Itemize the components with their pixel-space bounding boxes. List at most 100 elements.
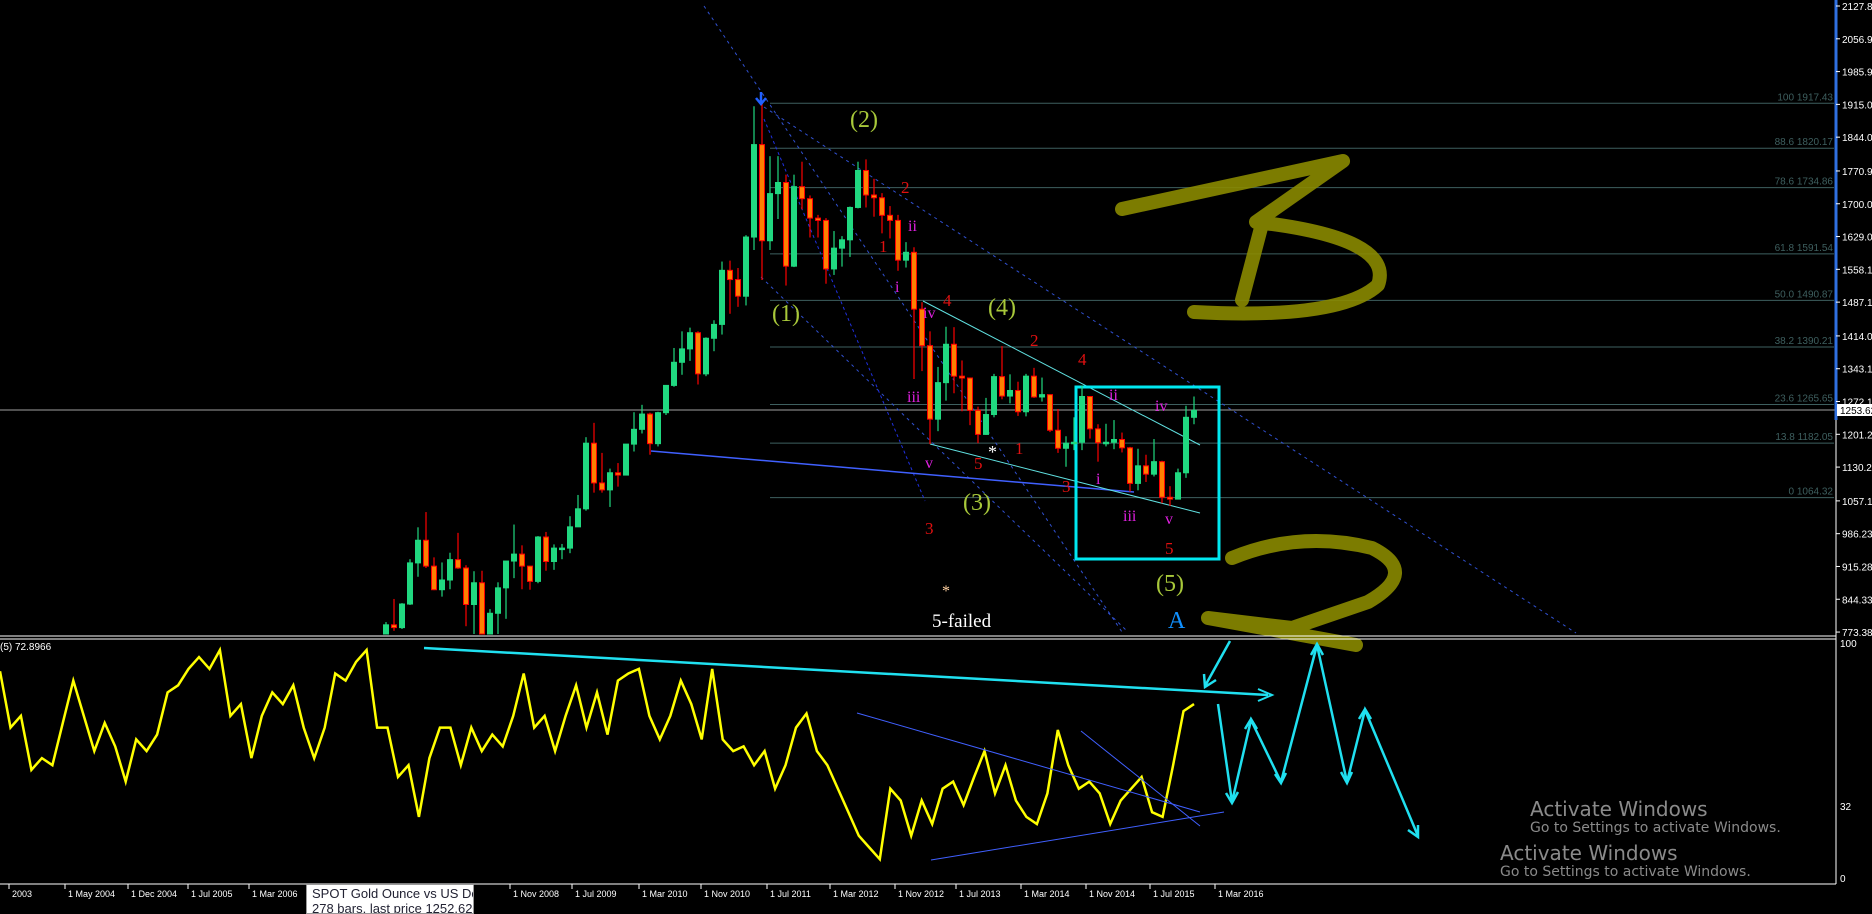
candle-body bbox=[1159, 461, 1165, 498]
candle bbox=[1183, 405, 1189, 478]
fib-label-13.8: 13.8 1182.05 bbox=[1775, 432, 1833, 443]
candle bbox=[951, 327, 957, 394]
fib-label-0: 0 1064.32 bbox=[1789, 487, 1834, 498]
candle bbox=[399, 603, 405, 629]
failed-label: 5-failed bbox=[932, 611, 992, 632]
candle-body bbox=[967, 377, 973, 411]
candle bbox=[743, 235, 749, 306]
candle-body bbox=[847, 206, 853, 241]
candle-body bbox=[975, 409, 981, 435]
time-tick-label: 1 Jul 2005 bbox=[191, 889, 233, 899]
candle bbox=[511, 524, 517, 579]
watermark-subtitle: Go to Settings to activate Windows. bbox=[1530, 820, 1781, 836]
candle bbox=[895, 214, 901, 271]
candle-body bbox=[471, 582, 477, 605]
wave-label-red-3b: 3 bbox=[1062, 477, 1071, 496]
candle bbox=[559, 543, 565, 560]
activation-watermark: Activate Windows Go to Settings to activ… bbox=[1530, 798, 1781, 836]
candle-body bbox=[487, 612, 493, 635]
wave-label-primary-4: (4) bbox=[988, 295, 1016, 321]
time-tick-label: 1 Jul 2011 bbox=[770, 889, 811, 899]
candle-body bbox=[1191, 409, 1197, 418]
candle bbox=[983, 397, 989, 435]
last-price-box bbox=[1837, 404, 1872, 416]
candle bbox=[439, 562, 445, 597]
candle bbox=[831, 231, 837, 275]
price-tick-label: 1487.18 bbox=[1842, 298, 1872, 309]
candle bbox=[407, 559, 413, 605]
wave-label-minor-i: i bbox=[895, 279, 900, 296]
candle bbox=[1023, 373, 1029, 417]
candle bbox=[1119, 432, 1125, 453]
candle bbox=[1095, 424, 1101, 462]
wave-label-red-4b: 4 bbox=[1078, 350, 1087, 369]
candle bbox=[919, 302, 925, 372]
candle-body bbox=[607, 472, 613, 491]
candle-body bbox=[799, 186, 805, 200]
wave-label-primary-5: (5) bbox=[1156, 571, 1184, 597]
candle-body bbox=[831, 247, 837, 270]
candle-body bbox=[943, 343, 949, 384]
candle-body bbox=[639, 413, 645, 430]
fib-label-100: 100 1917.43 bbox=[1777, 92, 1833, 103]
candle bbox=[647, 412, 653, 455]
candle-body bbox=[1055, 429, 1061, 449]
candle-body bbox=[871, 194, 877, 199]
projection-arrow bbox=[1202, 640, 1232, 690]
time-tick-label: 1 Mar 2010 bbox=[642, 889, 688, 899]
wave-label-minor-v: v bbox=[925, 455, 933, 472]
candle bbox=[503, 560, 509, 619]
candle bbox=[1143, 454, 1149, 483]
candle-body bbox=[1167, 496, 1173, 500]
candle bbox=[575, 494, 581, 528]
projected-zigzag bbox=[1216, 644, 1420, 837]
time-axis[interactable]: 2003 1 May 2004 1 Dec 2004 1 Jul 2005 1 Mar … bbox=[8, 884, 1264, 899]
candle-body bbox=[863, 169, 869, 196]
candle bbox=[1063, 436, 1069, 467]
candle-body bbox=[511, 553, 517, 562]
candle bbox=[543, 531, 549, 571]
candle bbox=[1015, 381, 1021, 416]
candle bbox=[975, 406, 981, 444]
wave-label-a: A bbox=[1168, 608, 1186, 634]
candle bbox=[391, 598, 397, 631]
candle bbox=[935, 366, 941, 432]
candle bbox=[871, 178, 877, 217]
wave-label-primary-1: (1) bbox=[772, 301, 800, 327]
candle-body bbox=[399, 603, 405, 629]
candle-body bbox=[759, 144, 765, 242]
time-tick-label: 1 Mar 2012 bbox=[833, 889, 879, 899]
wave-label-red-2: 2 bbox=[901, 178, 910, 197]
peak-arrow-icon bbox=[755, 92, 767, 106]
time-tick-label: 1 May 2004 bbox=[68, 889, 115, 899]
candle-body bbox=[647, 413, 653, 445]
price-axis[interactable]: 2127.88 2056.93 1985.98 1915.03 1844.08 1770.… bbox=[1836, 2, 1872, 639]
candle-body bbox=[1023, 375, 1029, 413]
candle bbox=[783, 174, 789, 286]
candle bbox=[655, 411, 661, 447]
time-tick-label: 2003 bbox=[12, 889, 32, 899]
candle-body bbox=[815, 217, 821, 221]
candle bbox=[887, 206, 893, 239]
candle bbox=[1031, 367, 1037, 398]
indicator-trendlines bbox=[423, 640, 1420, 861]
tooltip-detail: 278 bars, last price 1252.62000 bbox=[312, 901, 473, 914]
candle-body bbox=[1103, 441, 1109, 445]
price-tick-label: 844.33 bbox=[1842, 595, 1872, 606]
candle bbox=[455, 532, 461, 569]
candle bbox=[991, 373, 997, 418]
candle-body bbox=[463, 567, 469, 605]
candle bbox=[567, 516, 573, 554]
candle-body bbox=[503, 560, 509, 589]
candle-body bbox=[991, 376, 997, 416]
price-tick-label: 915.28 bbox=[1842, 562, 1872, 573]
candle-body bbox=[1047, 394, 1053, 431]
candle-body bbox=[783, 182, 789, 267]
wave-label-red-1b: 1 bbox=[1015, 439, 1024, 458]
candle bbox=[999, 346, 1005, 400]
price-tick-label: 1915.03 bbox=[1842, 100, 1872, 111]
candle-body bbox=[1119, 438, 1125, 449]
candle-body bbox=[1063, 442, 1069, 449]
candle bbox=[639, 404, 645, 434]
